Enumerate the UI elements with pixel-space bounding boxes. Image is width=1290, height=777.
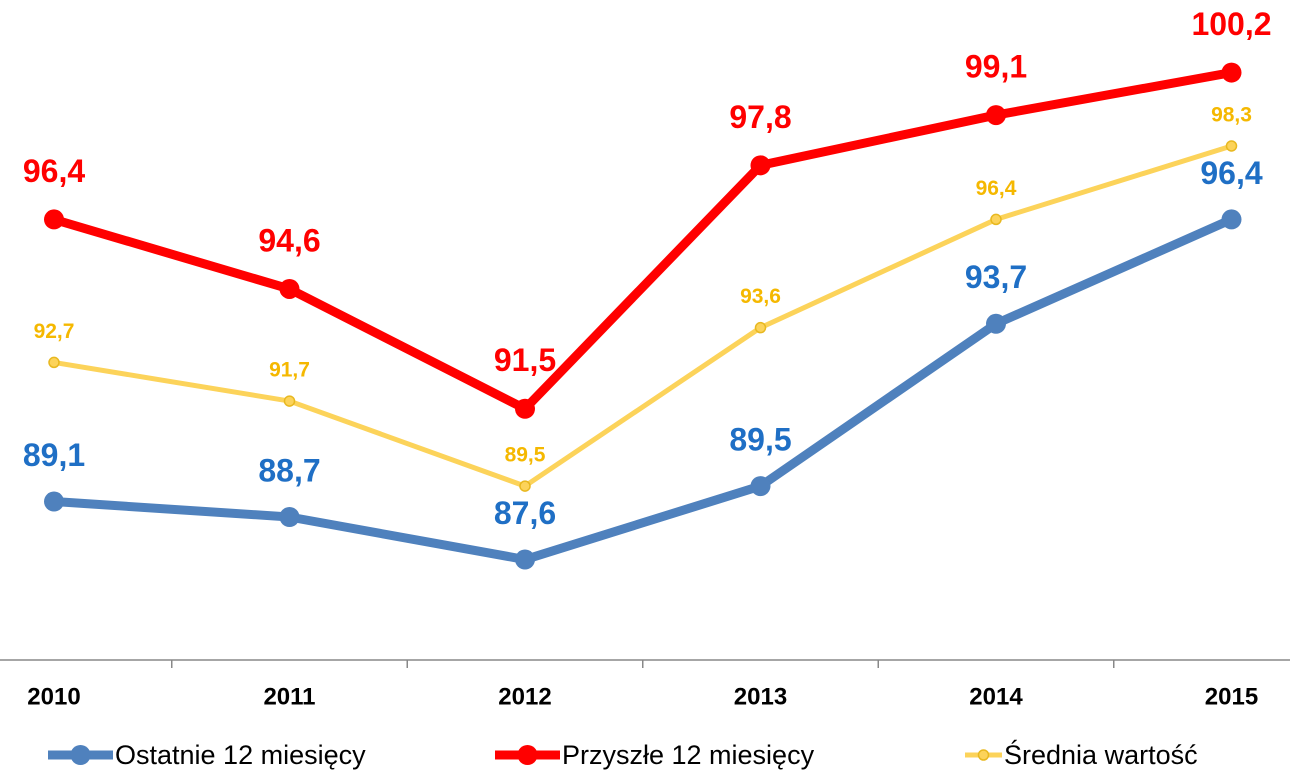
data-label: 100,2 <box>1191 6 1271 42</box>
series-line <box>53 143 1233 489</box>
data-point <box>1221 209 1242 230</box>
x-tick-label: 2015 <box>1205 683 1258 710</box>
data-point <box>1225 140 1238 152</box>
series-line <box>53 215 1234 565</box>
legend-label: Przyszłe 12 miesięcy <box>562 740 815 770</box>
x-tick-label: 2010 <box>27 683 80 710</box>
data-label: 89,5 <box>505 444 546 467</box>
data-label: 87,6 <box>494 495 556 531</box>
data-point <box>44 209 64 230</box>
data-point <box>283 395 296 407</box>
data-point <box>750 476 771 497</box>
data-label: 88,7 <box>258 452 320 488</box>
x-tick-label: 2012 <box>498 683 551 710</box>
data-label: 91,7 <box>269 359 310 382</box>
data-point <box>986 105 1006 126</box>
x-tick-label: 2013 <box>734 683 787 710</box>
data-label: 97,8 <box>729 99 791 135</box>
legend-marker <box>70 745 91 765</box>
data-point <box>986 313 1006 334</box>
series-line <box>52 68 1233 414</box>
x-tick-label: 2014 <box>969 683 1023 710</box>
data-point <box>515 549 535 570</box>
data-point <box>750 155 771 176</box>
data-point <box>990 213 1002 226</box>
legend-label: Ostatnie 12 miesięcy <box>115 740 366 770</box>
data-point <box>1221 62 1242 83</box>
data-label: 91,5 <box>494 342 556 378</box>
data-label: 92,7 <box>34 320 75 343</box>
x-tick-label: 2011 <box>263 683 315 710</box>
data-label: 99,1 <box>965 49 1027 85</box>
data-label: 89,1 <box>23 437 85 473</box>
data-label: 93,7 <box>965 259 1027 295</box>
legend-marker <box>977 749 990 761</box>
legend-label: Średnia wartość <box>1004 738 1198 770</box>
data-point <box>515 398 535 419</box>
data-point <box>519 480 531 492</box>
legend-marker <box>517 745 538 765</box>
data-label: 98,3 <box>1211 104 1252 127</box>
data-label: 96,4 <box>976 177 1017 200</box>
data-point <box>44 491 64 512</box>
data-point <box>48 356 60 369</box>
data-label: 89,5 <box>729 422 791 458</box>
data-point <box>279 278 300 299</box>
data-label: 93,6 <box>740 285 781 308</box>
data-label: 96,4 <box>1200 155 1262 191</box>
data-label: 96,4 <box>23 153 85 189</box>
data-label: 94,6 <box>258 222 320 258</box>
data-point <box>279 507 300 528</box>
data-point <box>754 321 767 334</box>
